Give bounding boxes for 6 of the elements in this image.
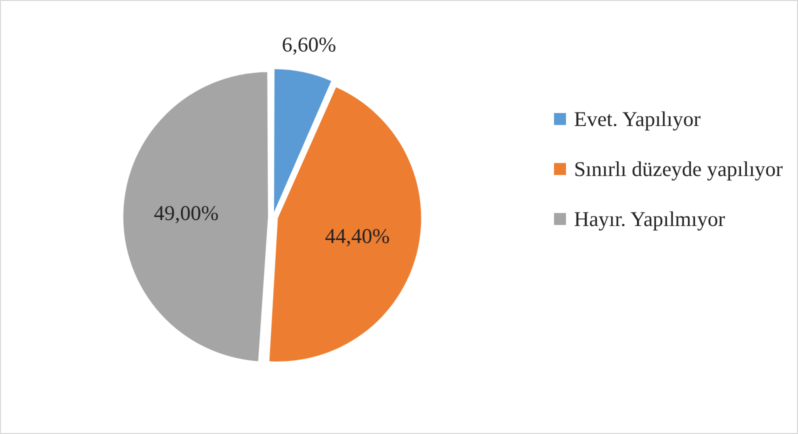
data-label: 44,40% <box>324 224 390 248</box>
legend-label: Hayır. Yapılmıyor <box>574 206 726 232</box>
data-label: 6,60% <box>282 32 336 56</box>
legend-label: Sınırlı düzeyde yapılıyor <box>574 156 783 182</box>
legend-label: Evet. Yapılıyor <box>574 106 701 132</box>
data-label: 49,00% <box>154 200 219 225</box>
